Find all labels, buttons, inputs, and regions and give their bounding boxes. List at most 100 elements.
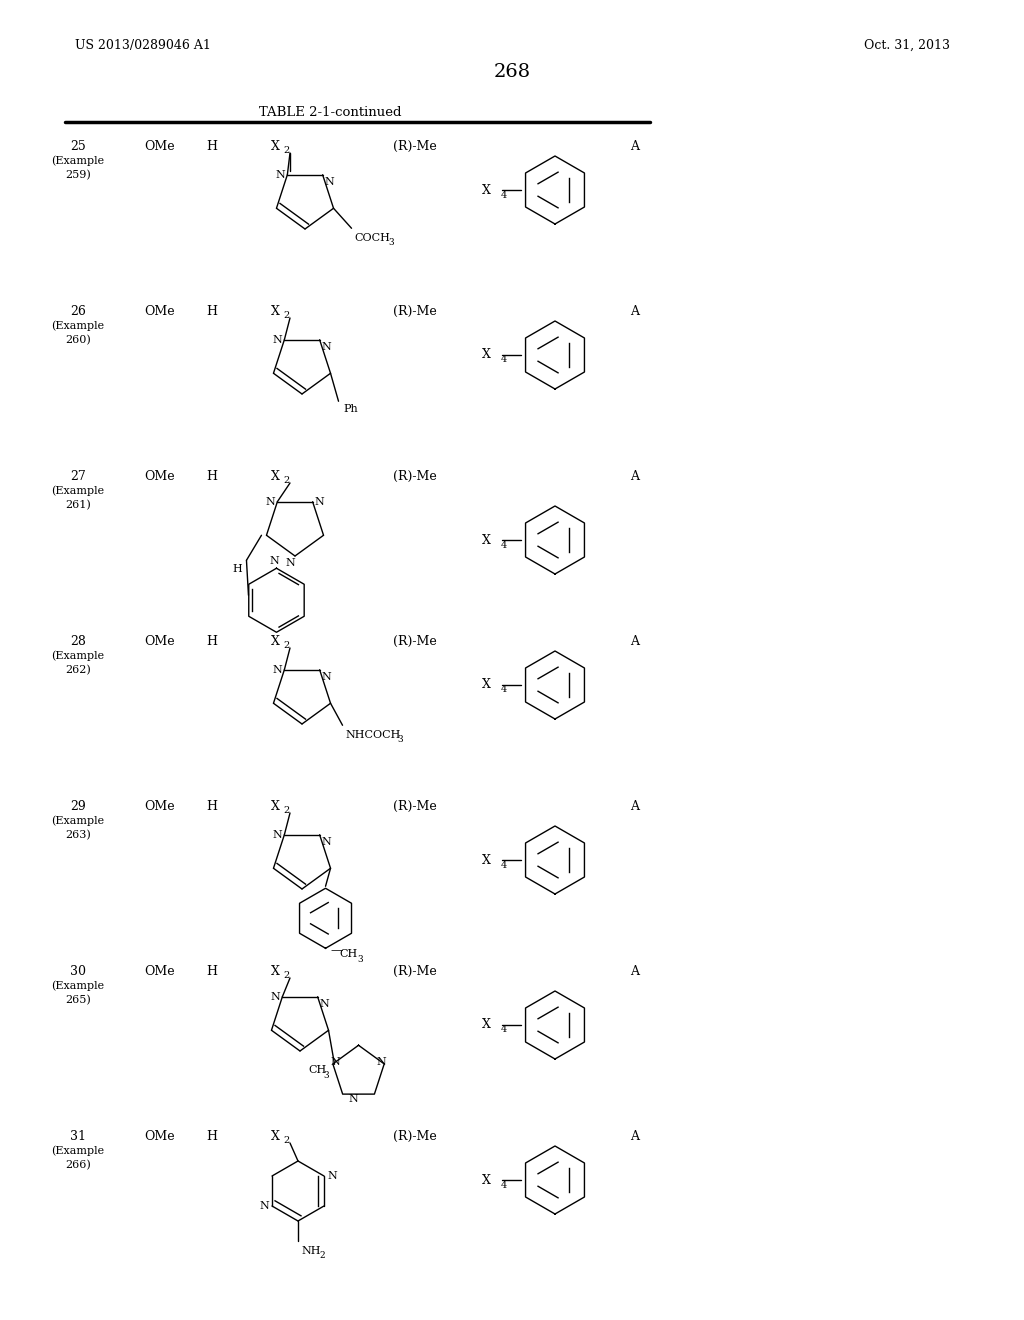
Text: 4: 4 xyxy=(501,355,507,364)
Text: 27: 27 xyxy=(70,470,86,483)
Text: A: A xyxy=(631,1130,640,1143)
Text: CH: CH xyxy=(308,1065,327,1076)
Text: X: X xyxy=(482,1173,490,1187)
Text: H: H xyxy=(207,140,217,153)
Text: 4: 4 xyxy=(501,190,507,199)
Text: X: X xyxy=(482,348,490,362)
Text: 2: 2 xyxy=(283,807,289,814)
Text: 4: 4 xyxy=(501,685,507,694)
Text: (R)-Me: (R)-Me xyxy=(393,800,437,813)
Text: N: N xyxy=(319,999,330,1008)
Text: 3: 3 xyxy=(388,239,394,247)
Text: COCH: COCH xyxy=(354,234,390,243)
Text: (Example: (Example xyxy=(51,319,104,330)
Text: A: A xyxy=(631,470,640,483)
Text: (Example: (Example xyxy=(51,154,104,165)
Text: 3: 3 xyxy=(397,735,403,744)
Text: Oct. 31, 2013: Oct. 31, 2013 xyxy=(864,38,950,51)
Text: N: N xyxy=(275,170,286,180)
Text: (R)-Me: (R)-Me xyxy=(393,305,437,318)
Text: N: N xyxy=(259,1201,269,1210)
Text: N: N xyxy=(322,837,332,846)
Text: H: H xyxy=(207,965,217,978)
Text: A: A xyxy=(631,140,640,153)
Text: N: N xyxy=(327,1171,337,1181)
Text: OMe: OMe xyxy=(144,1130,175,1143)
Text: X: X xyxy=(270,965,280,978)
Text: 4: 4 xyxy=(501,861,507,870)
Text: X: X xyxy=(270,305,280,318)
Text: H: H xyxy=(207,635,217,648)
Text: N: N xyxy=(331,1057,341,1068)
Text: OMe: OMe xyxy=(144,305,175,318)
Text: 262): 262) xyxy=(66,665,91,676)
Text: X: X xyxy=(270,140,280,153)
Text: 268: 268 xyxy=(494,63,530,81)
Text: 4: 4 xyxy=(501,1180,507,1189)
Text: (Example: (Example xyxy=(51,484,104,495)
Text: 29: 29 xyxy=(70,800,86,813)
Text: TABLE 2-1-continued: TABLE 2-1-continued xyxy=(259,106,401,119)
Text: A: A xyxy=(631,635,640,648)
Text: N: N xyxy=(272,830,283,840)
Text: 25: 25 xyxy=(70,140,86,153)
Text: 4: 4 xyxy=(501,540,507,549)
Text: X: X xyxy=(270,635,280,648)
Text: 263): 263) xyxy=(66,830,91,841)
Text: 2: 2 xyxy=(283,1137,289,1144)
Text: X: X xyxy=(482,533,490,546)
Text: (Example: (Example xyxy=(51,814,104,825)
Text: 2: 2 xyxy=(283,147,289,154)
Text: X: X xyxy=(270,800,280,813)
Text: —: — xyxy=(331,944,343,957)
Text: (R)-Me: (R)-Me xyxy=(393,470,437,483)
Text: N: N xyxy=(377,1057,386,1068)
Text: OMe: OMe xyxy=(144,140,175,153)
Text: X: X xyxy=(482,678,490,692)
Text: H: H xyxy=(207,1130,217,1143)
Text: H: H xyxy=(207,470,217,483)
Text: X: X xyxy=(482,1019,490,1031)
Text: N: N xyxy=(325,177,335,186)
Text: 3: 3 xyxy=(357,954,364,964)
Text: 259): 259) xyxy=(66,170,91,181)
Text: N: N xyxy=(348,1094,358,1105)
Text: (R)-Me: (R)-Me xyxy=(393,965,437,978)
Text: NHCOCH: NHCOCH xyxy=(345,730,401,741)
Text: X: X xyxy=(270,1130,280,1143)
Text: N: N xyxy=(269,556,280,566)
Text: H: H xyxy=(207,800,217,813)
Text: (R)-Me: (R)-Me xyxy=(393,1130,437,1143)
Text: (Example: (Example xyxy=(51,1144,104,1155)
Text: N: N xyxy=(322,342,332,351)
Text: X: X xyxy=(482,854,490,866)
Text: N: N xyxy=(272,665,283,675)
Text: 265): 265) xyxy=(66,995,91,1006)
Text: 266): 266) xyxy=(66,1160,91,1171)
Text: 2: 2 xyxy=(283,972,289,979)
Text: CH: CH xyxy=(340,949,357,960)
Text: OMe: OMe xyxy=(144,470,175,483)
Text: N: N xyxy=(265,496,275,507)
Text: 2: 2 xyxy=(283,642,289,649)
Text: (Example: (Example xyxy=(51,649,104,660)
Text: 31: 31 xyxy=(70,1130,86,1143)
Text: OMe: OMe xyxy=(144,635,175,648)
Text: A: A xyxy=(631,800,640,813)
Text: 26: 26 xyxy=(70,305,86,318)
Text: 28: 28 xyxy=(70,635,86,648)
Text: H: H xyxy=(232,564,243,574)
Text: OMe: OMe xyxy=(144,800,175,813)
Text: 3: 3 xyxy=(324,1071,329,1080)
Text: NH: NH xyxy=(301,1246,321,1257)
Text: 261): 261) xyxy=(66,500,91,511)
Text: X: X xyxy=(482,183,490,197)
Text: Ph: Ph xyxy=(343,404,358,414)
Text: 260): 260) xyxy=(66,335,91,346)
Text: (R)-Me: (R)-Me xyxy=(393,140,437,153)
Text: H: H xyxy=(207,305,217,318)
Text: 2: 2 xyxy=(283,477,289,484)
Text: X: X xyxy=(270,470,280,483)
Text: (Example: (Example xyxy=(51,979,104,990)
Text: A: A xyxy=(631,305,640,318)
